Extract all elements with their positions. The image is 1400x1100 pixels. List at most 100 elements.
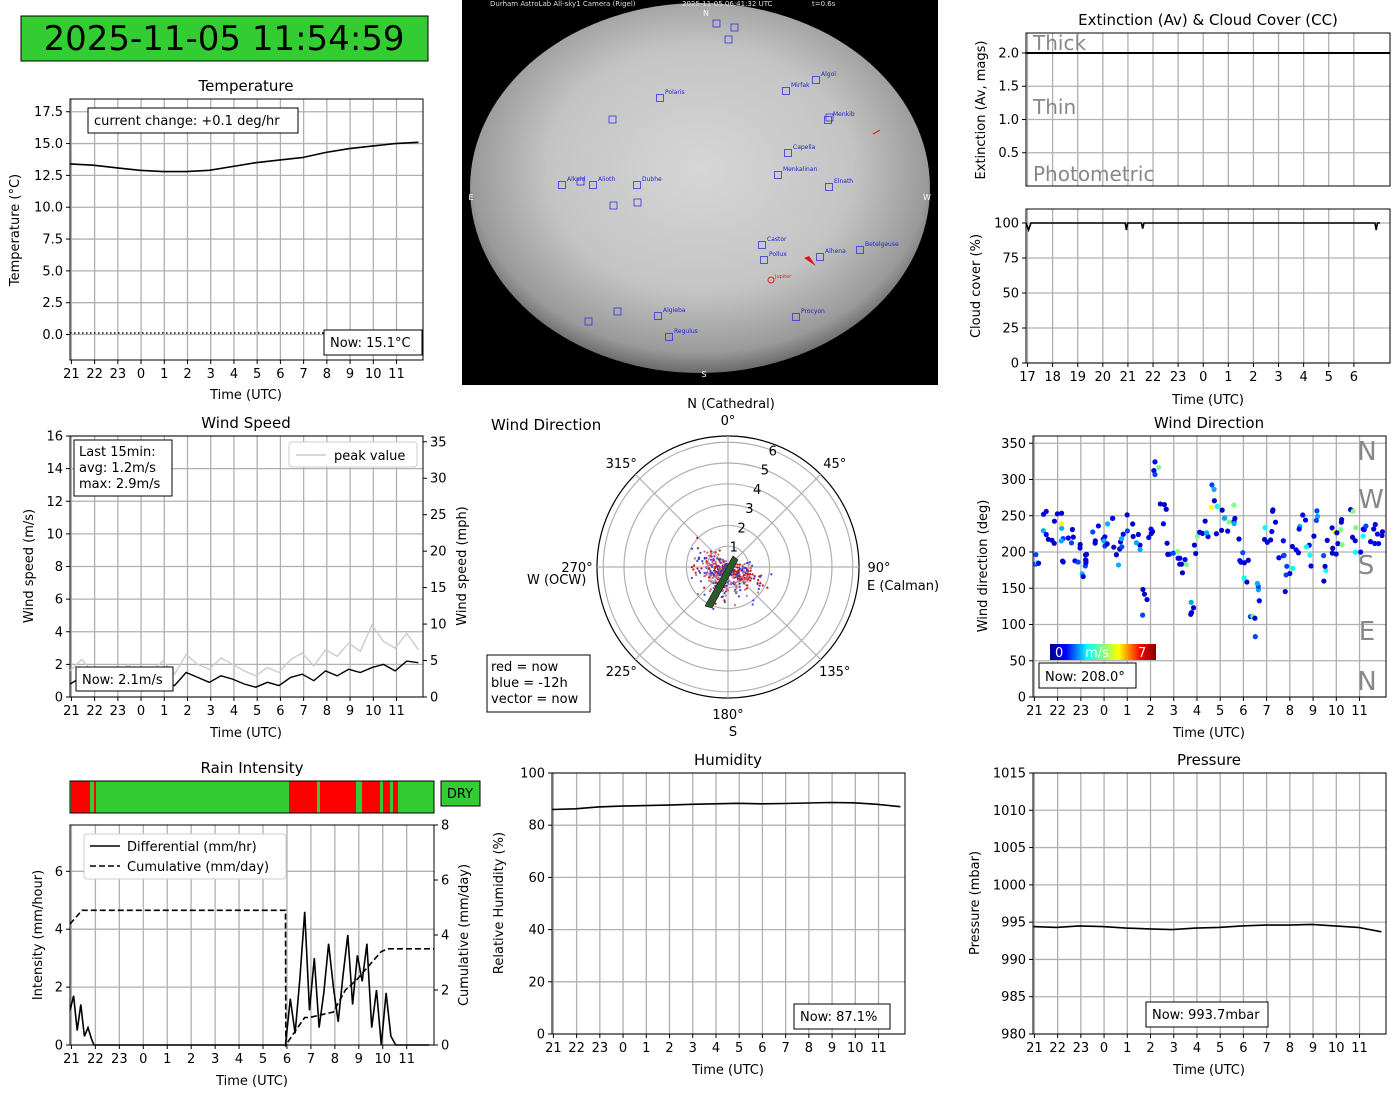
rain-legend-cumulative: Cumulative (mm/day) <box>127 860 269 875</box>
rain-cumulative-tick-label: 6 <box>441 874 449 889</box>
cloud-x-tick-label: 3 <box>1274 370 1282 385</box>
wind-direction-point <box>1188 610 1195 616</box>
polar-wind-point <box>748 573 751 576</box>
polar-radius-label: 3 <box>745 502 753 517</box>
wind-direction-point <box>1178 561 1185 567</box>
rain-y-tick-label: 0 <box>55 1039 63 1054</box>
wind-direction-point <box>1352 538 1358 544</box>
jupiter-marker: Jupiter <box>767 274 792 284</box>
polar-wind-point <box>716 557 719 560</box>
wind-direction-point <box>1157 501 1163 507</box>
wind-direction-point <box>1177 555 1183 561</box>
star-marker <box>792 313 800 321</box>
polar-wind-point <box>758 575 762 578</box>
polar-wind-point <box>703 556 706 559</box>
wind-direction-point <box>1334 530 1340 536</box>
polar-wind-point <box>745 567 748 570</box>
polar-wind-point <box>744 578 747 581</box>
wind-direction-point <box>1218 527 1225 533</box>
polar-wind-point <box>709 550 712 553</box>
extinction-y-tick-label: 0.5 <box>998 146 1019 161</box>
wind-direction-x-tick-label: 23 <box>1073 704 1090 719</box>
polar-wind-point <box>703 571 706 575</box>
wind-direction-point <box>1043 531 1049 538</box>
humidity-x-tick-label: 3 <box>689 1041 697 1056</box>
wind-direction-point <box>1033 552 1039 558</box>
wind-speed-x-tick-label: 21 <box>63 704 80 719</box>
wind-direction-point <box>1379 532 1385 539</box>
polar-wind-point <box>714 562 717 565</box>
camera-unlabeled-markers <box>576 19 834 326</box>
polar-wind-point <box>736 571 739 574</box>
pressure-x-tick-label: 21 <box>1026 1041 1043 1056</box>
wind-direction-point <box>1139 612 1146 618</box>
wind-speed-mph-tick-label: 10 <box>430 618 447 633</box>
star-marker <box>656 94 664 102</box>
wind-direction-point <box>1307 552 1313 558</box>
star-marker <box>816 253 824 261</box>
polar-wind-point <box>712 607 715 610</box>
star-marker <box>856 246 864 254</box>
star-marker <box>760 256 768 264</box>
wind-polar-chart: Wind Direction 0° 45° 90° 135° 180° 225° 270° 3… <box>486 397 939 740</box>
wind-direction-point <box>1183 561 1189 568</box>
wind-direction-point <box>1148 526 1154 532</box>
star-marker <box>784 149 792 157</box>
cloud-x-tick-label: 0 <box>1199 370 1207 385</box>
cloud-axes-frame <box>1025 208 1391 364</box>
temperature-x-tick-label: 1 <box>160 367 168 382</box>
temperature-x-tick-label: 21 <box>63 367 80 382</box>
extinction-title: Extinction (Av) & Cloud Cover (CC) <box>1078 11 1338 29</box>
rain-title: Rain Intensity <box>200 759 303 777</box>
polar-wind-point <box>709 571 713 575</box>
humidity-y-tick-label: 60 <box>528 871 545 886</box>
wind-direction-point <box>1209 482 1215 488</box>
wind-direction-point <box>1323 567 1329 574</box>
wind-speed-y-tick-label: 16 <box>46 430 63 445</box>
wind-direction-point <box>1161 502 1167 508</box>
polar-wind-point <box>758 584 761 587</box>
wind-speed-mph-tick-label: 30 <box>430 472 447 487</box>
wind-speed-ylabel-mph: Wind speed (mph) <box>455 506 470 626</box>
wind-direction-x-tick-label: 3 <box>1170 704 1178 719</box>
pressure-y-tick-label: 980 <box>1001 1028 1026 1043</box>
wind-direction-ylabel: Wind direction (deg) <box>976 500 991 633</box>
polar-wind-point <box>751 573 754 576</box>
wind-polar-north-label: N (Cathedral) <box>687 397 775 412</box>
polar-wind-point <box>745 594 748 597</box>
wind-direction-point <box>1335 540 1341 547</box>
wind-vector-arrow <box>704 555 739 609</box>
wind-direction-point <box>1245 557 1251 563</box>
humidity-y-tick-label: 20 <box>528 975 545 990</box>
polar-wind-point <box>756 591 760 594</box>
polar-wind-point <box>733 582 737 585</box>
extinction-y-tick-label: 1.5 <box>998 80 1019 95</box>
polar-wind-point <box>724 559 728 563</box>
wind-direction-x-tick-label: 4 <box>1193 704 1201 719</box>
star-label: Algieba <box>663 307 686 314</box>
wind-direction-point <box>1269 528 1275 535</box>
wind-direction-point <box>1058 538 1064 544</box>
camera-east-label: E <box>468 193 473 202</box>
polar-wind-point <box>717 553 720 556</box>
polar-wind-point <box>747 578 750 581</box>
wind-direction-point <box>1075 559 1081 565</box>
polar-wind-point <box>719 571 723 574</box>
polar-wind-point <box>715 574 719 577</box>
polar-wind-point <box>709 558 712 561</box>
polar-radius-label: 6 <box>769 444 777 459</box>
polar-radius-label: 5 <box>761 464 769 479</box>
polar-wind-point <box>723 600 726 604</box>
polar-wind-point <box>721 567 725 570</box>
pressure-y-tick-label: 1000 <box>993 878 1026 893</box>
humidity-xlabel: Time (UTC) <box>691 1063 764 1078</box>
humidity-x-tick-label: 1 <box>642 1041 650 1056</box>
wind-direction-now-text: Now: 208.0° <box>1045 670 1125 685</box>
rain-differential-line <box>69 911 430 1046</box>
wind-direction-point <box>1225 528 1231 534</box>
polar-angle-label: 0° <box>721 414 736 429</box>
wind-direction-point <box>1109 515 1116 521</box>
